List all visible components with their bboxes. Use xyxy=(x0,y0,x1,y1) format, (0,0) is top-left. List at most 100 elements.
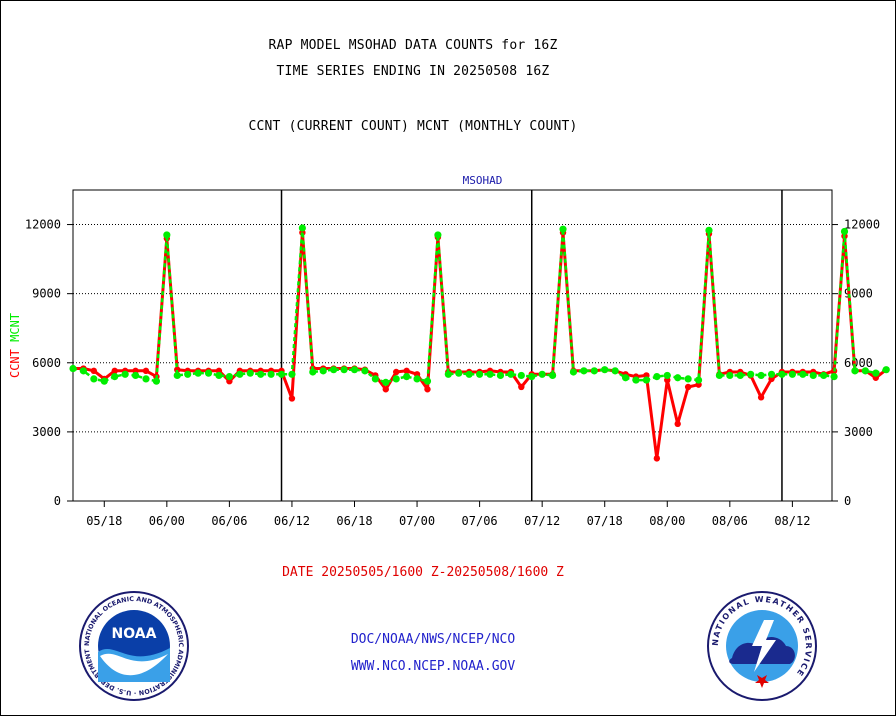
data-point-mcnt xyxy=(757,371,765,380)
data-point-mcnt xyxy=(601,366,609,374)
data-point-mcnt xyxy=(528,373,536,381)
y-tick-label-right: 0 xyxy=(844,494,851,508)
data-point-mcnt xyxy=(152,377,161,385)
data-point-ccnt xyxy=(403,367,410,375)
data-point-mcnt xyxy=(715,371,724,380)
x-tick-label: 07/18 xyxy=(587,514,623,528)
data-point-mcnt xyxy=(882,366,890,374)
data-point-ccnt xyxy=(288,395,296,402)
data-point-mcnt xyxy=(267,370,275,378)
noaa-logo-icon: NATIONAL OCEANIC AND ATMOSPHERIC ADMINIS… xyxy=(78,590,189,701)
noaa-logo-text: NOAA xyxy=(112,626,157,642)
data-point-mcnt xyxy=(225,373,233,381)
data-point-mcnt xyxy=(611,367,619,375)
data-point-mcnt xyxy=(788,370,796,378)
data-point-mcnt xyxy=(507,370,515,378)
website-credit: WWW.NCO.NCEP.NOAA.GOV xyxy=(350,659,516,674)
data-point-mcnt xyxy=(79,367,88,375)
data-point-mcnt xyxy=(330,366,338,374)
data-point-mcnt xyxy=(778,370,786,378)
data-point-mcnt xyxy=(851,367,859,375)
data-point-mcnt xyxy=(350,366,359,374)
data-point-mcnt xyxy=(309,368,317,376)
data-point-mcnt xyxy=(277,370,286,378)
x-tick-label: 08/00 xyxy=(649,514,685,528)
data-point-mcnt xyxy=(382,378,390,386)
x-tick-label: 08/12 xyxy=(774,514,810,528)
data-point-ccnt xyxy=(90,367,98,375)
y-tick-label-right: 9000 xyxy=(844,287,873,301)
data-point-ccnt xyxy=(518,383,525,391)
data-point-mcnt xyxy=(163,231,171,239)
data-point-mcnt xyxy=(288,370,296,378)
y-axis-label-mcnt: MCNT xyxy=(8,313,22,349)
data-point-mcnt xyxy=(246,369,254,377)
y-tick-label-left: 0 xyxy=(54,494,61,508)
y-tick-label-right: 12000 xyxy=(844,218,880,232)
x-tick-label: 06/12 xyxy=(274,514,310,528)
y-tick-label-right: 6000 xyxy=(844,356,873,370)
data-point-mcnt xyxy=(663,371,671,380)
series-line-ccnt xyxy=(73,231,888,460)
data-point-mcnt xyxy=(799,370,807,378)
data-point-mcnt xyxy=(413,375,421,383)
data-point-ccnt xyxy=(382,386,389,393)
data-point-mcnt xyxy=(340,366,348,374)
data-point-mcnt xyxy=(215,371,223,380)
data-point-mcnt xyxy=(100,377,108,385)
series-line-mcnt xyxy=(72,226,887,384)
data-point-mcnt xyxy=(361,367,369,375)
y-tick-label-left: 6000 xyxy=(32,356,61,370)
data-point-mcnt xyxy=(69,364,77,373)
data-point-mcnt xyxy=(548,371,557,380)
data-point-ccnt xyxy=(174,366,181,373)
time-series-chart: 0 0 3000 3000 6000 6000 9000 9000 12000 12000 05/1… xyxy=(8,174,890,528)
data-point-mcnt xyxy=(392,375,400,383)
data-point-ccnt xyxy=(393,368,400,376)
data-point-mcnt xyxy=(590,367,598,375)
data-point-mcnt xyxy=(517,371,525,380)
data-point-mcnt xyxy=(726,371,734,380)
plot-area xyxy=(72,189,833,502)
data-point-mcnt xyxy=(580,367,588,375)
data-point-mcnt xyxy=(111,373,119,381)
x-tick-label: 08/06 xyxy=(712,514,748,528)
data-point-mcnt xyxy=(496,371,505,380)
data-point-mcnt xyxy=(90,375,98,383)
x-tick-label: 06/06 xyxy=(211,514,247,528)
data-point-mcnt xyxy=(444,370,452,378)
data-point-mcnt xyxy=(371,375,379,383)
data-point-mcnt xyxy=(121,370,129,378)
data-point-mcnt xyxy=(319,367,327,375)
data-point-mcnt xyxy=(559,225,567,233)
data-point-mcnt xyxy=(747,370,755,378)
data-point-ccnt xyxy=(653,455,661,462)
data-point-mcnt xyxy=(872,369,880,377)
data-point-mcnt xyxy=(861,367,869,375)
data-point-mcnt xyxy=(674,374,682,382)
data-point-mcnt xyxy=(403,373,411,381)
data-point-mcnt xyxy=(236,370,244,378)
data-point-mcnt xyxy=(569,368,578,376)
data-point-ccnt xyxy=(111,367,118,375)
data-point-mcnt xyxy=(486,370,494,378)
data-point-ccnt xyxy=(684,383,692,391)
data-point-mcnt xyxy=(684,375,692,383)
data-point-mcnt xyxy=(820,371,828,380)
data-point-mcnt xyxy=(173,371,181,380)
data-point-mcnt xyxy=(257,370,265,378)
data-point-mcnt xyxy=(621,374,630,382)
x-tick-label: 07/12 xyxy=(524,514,560,528)
data-point-mcnt xyxy=(434,231,442,239)
data-point-mcnt xyxy=(142,375,150,383)
data-point-mcnt xyxy=(194,369,202,377)
y-axis-label: CCNT MCNT xyxy=(8,313,22,378)
y-tick-label-left: 9000 xyxy=(32,287,61,301)
x-tick-label: 07/06 xyxy=(462,514,498,528)
data-point-mcnt xyxy=(184,370,192,378)
data-point-mcnt xyxy=(423,377,432,385)
data-point-mcnt xyxy=(809,371,817,380)
y-axis-label-ccnt: CCNT xyxy=(8,349,22,378)
data-point-mcnt xyxy=(204,369,213,377)
data-point-ccnt xyxy=(142,367,150,375)
